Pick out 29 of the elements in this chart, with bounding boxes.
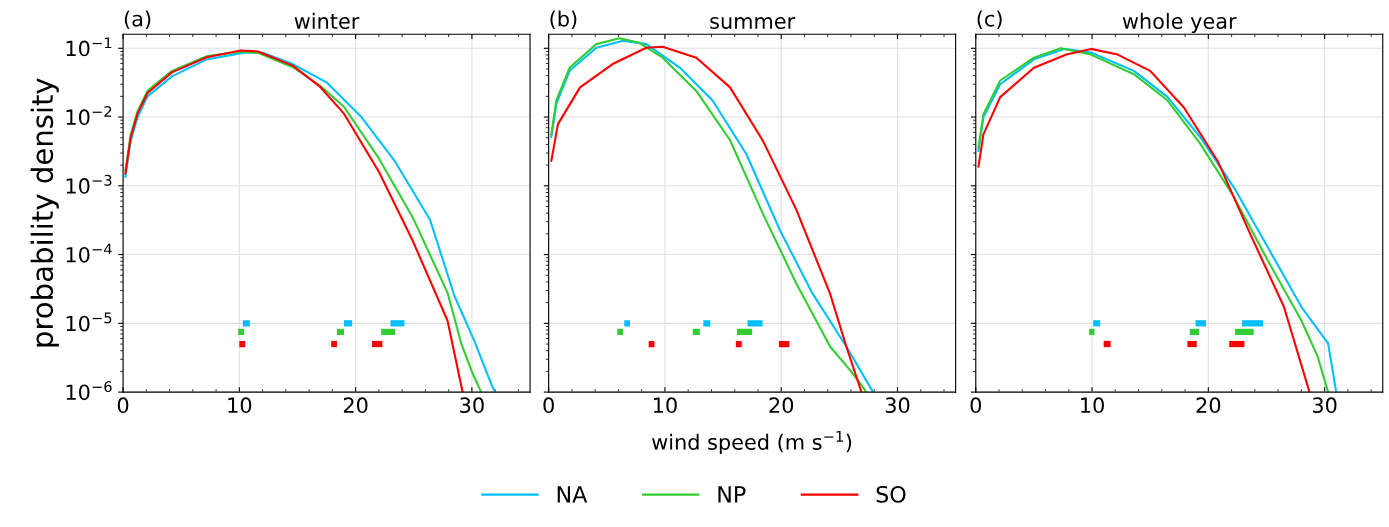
y-axis-title: probability density [30, 78, 59, 347]
text: (c) [977, 10, 1002, 30]
y-tick-label: 10$^{−6}$ [66, 381, 112, 401]
x-tick-label: 30 [885, 397, 910, 414]
x-tick-label: 0 [970, 397, 982, 414]
x-tick-label: 0 [543, 397, 554, 414]
x-tick-label: 20 [769, 397, 794, 414]
text: (b) [550, 10, 577, 30]
y-tick-label: 10$^{−3}$ [66, 174, 112, 194]
x-tick-label: 10 [228, 397, 252, 414]
y-tick-label: 10$^{−2}$ [66, 106, 112, 126]
y-tick-label: 10$^{−4}$ [66, 243, 112, 263]
legend-label: SO [876, 485, 906, 503]
x-tick-label: 30 [460, 397, 484, 414]
x-tick-label: 20 [343, 397, 368, 414]
x-axis-title: wind speed (m s$^{−1}$) [652, 431, 852, 454]
chart-title: winter [294, 12, 360, 29]
x-tick-label: 0 [117, 397, 129, 414]
text: (a) [124, 10, 151, 30]
x-tick-label: 10 [653, 397, 677, 414]
chart-title: summer [710, 17, 796, 29]
chart-title: whole year [1122, 12, 1237, 34]
y-tick-label: 10$^{−1}$ [66, 37, 112, 57]
x-tick-label: 20 [1196, 397, 1221, 414]
x-tick-label: 30 [1312, 397, 1337, 414]
legend-label: NP [718, 486, 746, 503]
x-tick-label: 10 [1081, 397, 1104, 414]
legend-label: NA [557, 486, 588, 503]
y-tick-label: 10$^{−5}$ [66, 312, 112, 332]
